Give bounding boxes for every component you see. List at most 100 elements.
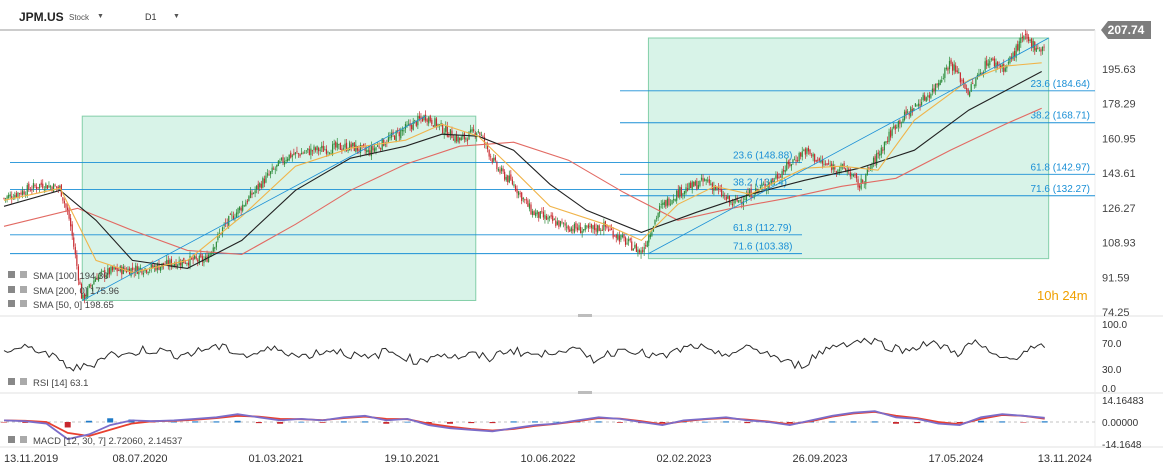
- candle-body: [654, 220, 656, 225]
- macd-histogram-bar: [893, 422, 900, 424]
- interval-selector[interactable]: D1: [145, 12, 157, 22]
- price-axis-label: 160.95: [1102, 133, 1136, 145]
- fib-level-label: 71.6 (132.27): [1031, 184, 1091, 195]
- candle-body: [913, 108, 915, 112]
- rsi-line: [3, 337, 1046, 372]
- candle-body: [502, 168, 504, 172]
- sma-50-line: [3, 62, 1042, 273]
- macd-histogram-bar: [531, 421, 538, 423]
- candle-body: [279, 160, 281, 163]
- candle-body: [883, 142, 885, 151]
- legend-sma-50[interactable]: SMA [50, 0] 198.65: [8, 300, 114, 311]
- candle-body: [215, 241, 217, 248]
- legend-settings-icon[interactable]: [20, 300, 27, 307]
- candle-body: [789, 162, 791, 167]
- symbol-dropdown-icon[interactable]: ▼: [97, 13, 104, 20]
- candle-body: [583, 229, 585, 231]
- candle-body: [147, 271, 149, 274]
- candle-body: [784, 169, 786, 173]
- legend-rsi[interactable]: RSI [14] 63.1: [8, 378, 88, 389]
- candle-body: [425, 114, 427, 121]
- candle-body: [680, 187, 682, 196]
- candle-body: [311, 150, 314, 152]
- rsi-axis-label: 100.0: [1102, 320, 1127, 331]
- candle-body: [32, 183, 35, 189]
- candle-body: [45, 183, 47, 189]
- sma-100-line: [3, 71, 1042, 269]
- legend-eye-icon[interactable]: [8, 286, 15, 293]
- candle-body: [1007, 62, 1009, 64]
- candle-body: [488, 149, 490, 157]
- candle-body: [823, 163, 825, 165]
- legend-sma-200[interactable]: SMA [200, 0] 175.96: [8, 286, 119, 297]
- candle-body: [790, 164, 792, 167]
- legend-eye-icon[interactable]: [8, 300, 15, 307]
- legend-eye-icon[interactable]: [8, 436, 15, 443]
- candle-body: [621, 235, 624, 237]
- candle-body: [260, 183, 262, 188]
- candle-body: [953, 64, 955, 71]
- legend-settings-icon[interactable]: [20, 286, 27, 293]
- candle-body: [597, 225, 599, 233]
- candle-body: [1014, 51, 1016, 57]
- candle-body: [761, 185, 763, 187]
- candle-body: [192, 257, 194, 261]
- candle-body: [443, 132, 445, 135]
- candle-body: [838, 169, 841, 171]
- candle-body: [142, 273, 145, 275]
- interval-dropdown-icon[interactable]: ▼: [173, 13, 180, 20]
- candle-body: [533, 211, 535, 216]
- candle-body: [105, 275, 107, 278]
- candle-body: [243, 205, 245, 207]
- trend-line: [648, 37, 1049, 254]
- legend-settings-icon[interactable]: [20, 378, 27, 385]
- candle-body: [522, 197, 524, 200]
- candle-body: [787, 161, 789, 165]
- candle-body: [231, 214, 233, 216]
- candle-body: [809, 149, 811, 155]
- candle-body: [869, 168, 872, 170]
- candle-body: [775, 175, 777, 179]
- candle-body: [297, 153, 300, 155]
- candle-body: [35, 186, 38, 190]
- candle-body: [767, 184, 769, 190]
- candle-body: [412, 121, 414, 131]
- legend-eye-icon[interactable]: [8, 271, 15, 278]
- candle-body: [65, 203, 67, 208]
- candle-body: [907, 111, 909, 113]
- candle-body: [1020, 37, 1022, 44]
- date-axis: 13.11.2019 08.07.2020 01.03.2021 19.10.2021…: [4, 453, 1092, 465]
- symbol-label[interactable]: JPM.US: [19, 10, 64, 24]
- legend-settings-icon[interactable]: [20, 436, 27, 443]
- macd-histogram-bar: [468, 422, 475, 424]
- timer-hours-unit: h: [1051, 288, 1059, 303]
- candle-body: [28, 183, 30, 190]
- date-axis-label: 19.10.2021: [384, 453, 439, 465]
- candle-body: [421, 118, 424, 122]
- candle-body: [576, 227, 579, 231]
- candle-body: [851, 174, 853, 176]
- candle-body: [961, 80, 963, 82]
- candle-body: [573, 223, 575, 233]
- candle-body: [948, 60, 951, 70]
- candle-body: [406, 124, 408, 126]
- candle-body: [756, 189, 758, 191]
- legend-settings-icon[interactable]: [20, 271, 27, 278]
- legend-eye-icon[interactable]: [8, 378, 15, 385]
- candle-body: [669, 203, 672, 205]
- legend-sma-100[interactable]: SMA [100] 194.30: [8, 271, 109, 282]
- candle-body: [693, 181, 695, 187]
- candle-body: [979, 72, 982, 75]
- candle-body: [804, 148, 806, 155]
- candles: [3, 29, 1045, 304]
- candle-body: [1021, 36, 1023, 39]
- legend-macd[interactable]: MACD [12, 30, 7] 2.72060, 2.14537: [8, 436, 182, 447]
- candle-body: [798, 153, 800, 162]
- candle-body: [445, 125, 447, 132]
- candle-body: [474, 132, 476, 137]
- candle-body: [620, 235, 622, 240]
- candle-body: [1017, 44, 1019, 51]
- candle-body: [910, 107, 912, 117]
- candle-body: [330, 153, 332, 155]
